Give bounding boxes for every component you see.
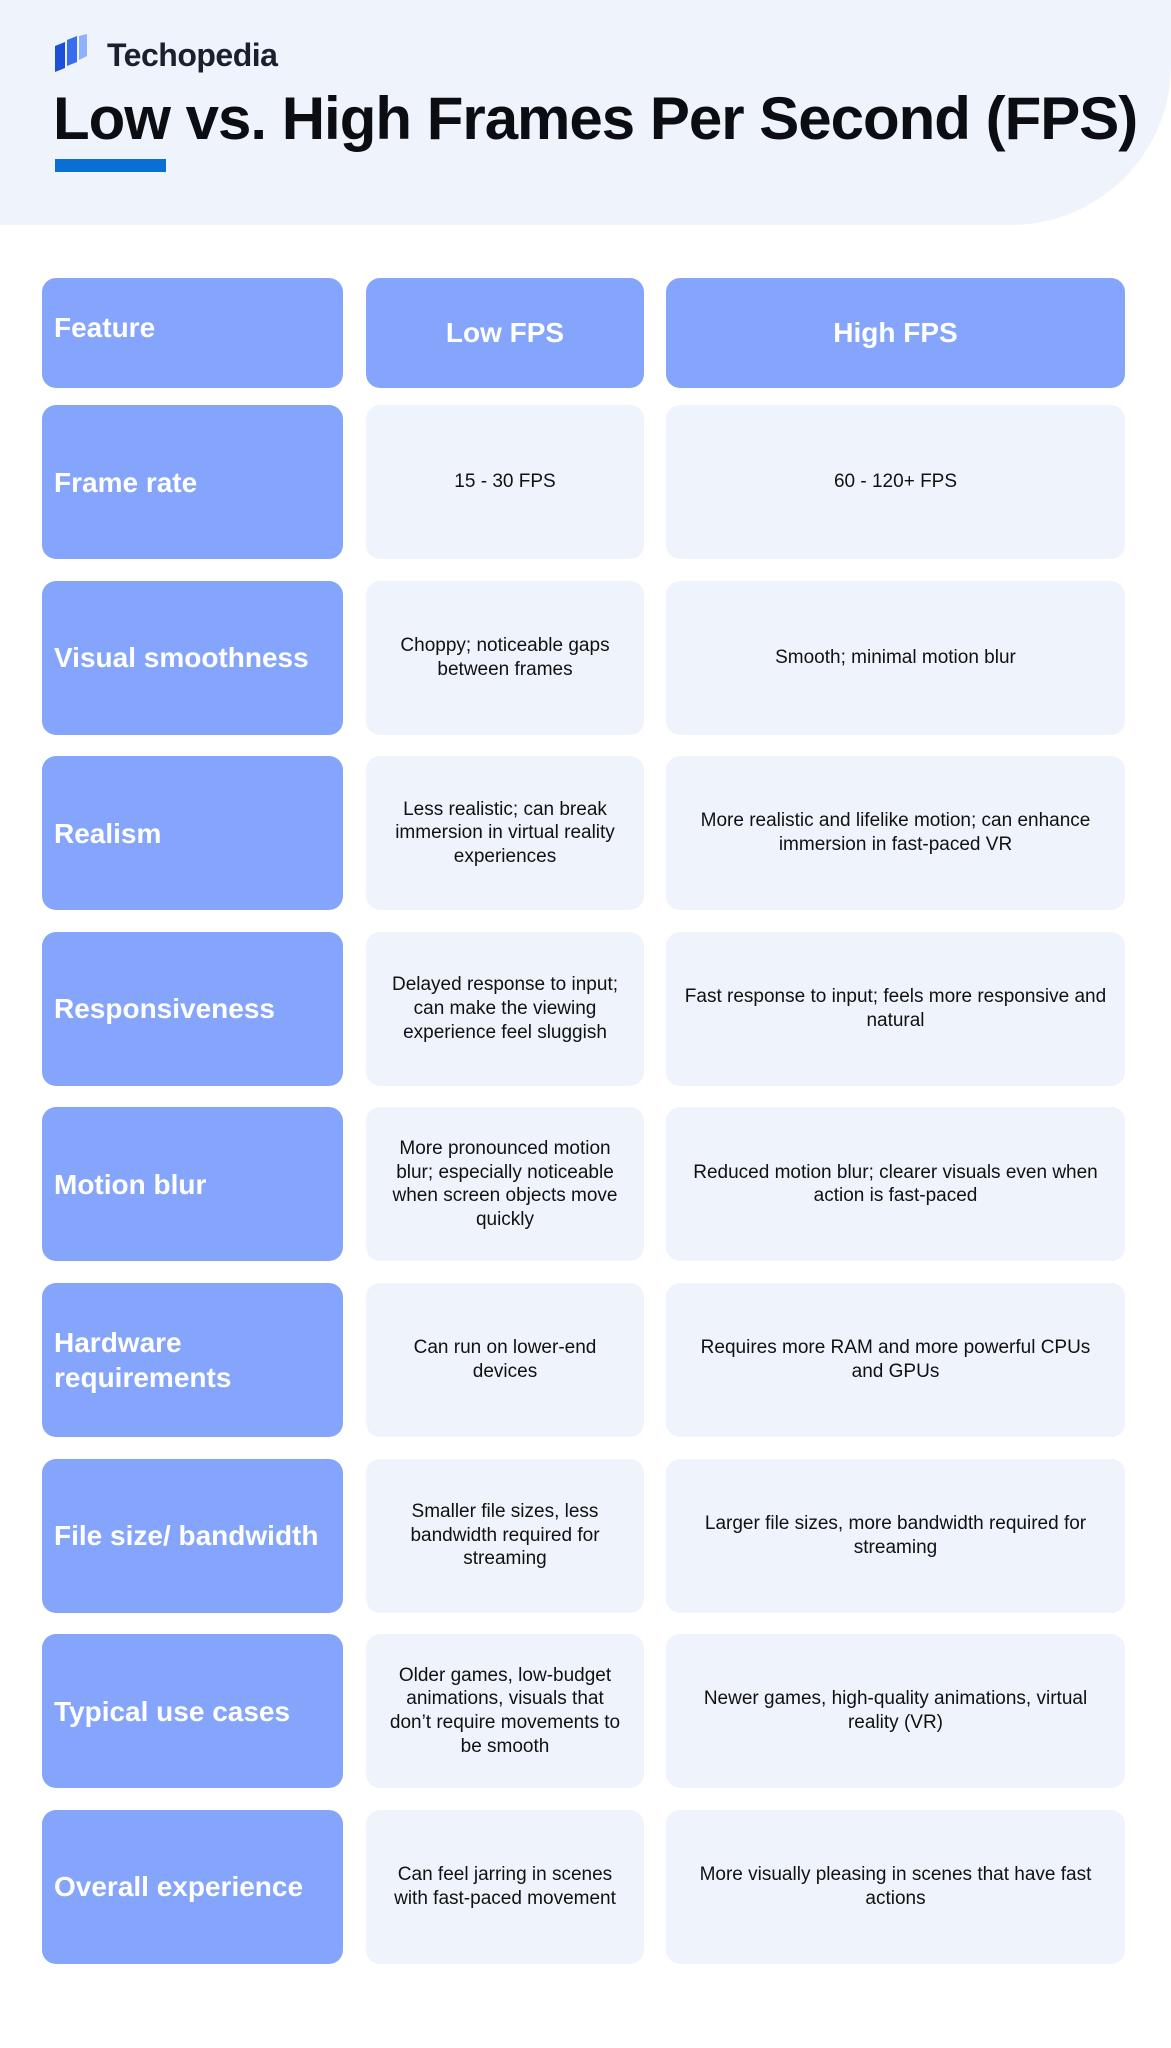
feature-cell: Overall experience [42, 1809, 343, 1964]
high-fps-cell: Smooth; minimal motion blur [666, 580, 1125, 735]
low-fps-cell: Choppy; noticeable gaps between frames [366, 580, 644, 735]
page-title: Low vs. High Frames Per Second (FPS) [53, 85, 1138, 152]
feature-cell: Visual smoothness [42, 580, 343, 735]
low-fps-cell: Smaller file sizes, less bandwidth requi… [366, 1458, 644, 1613]
header-banner [0, 0, 1171, 225]
title-underline [55, 159, 166, 172]
feature-cell: Responsiveness [42, 931, 343, 1086]
high-fps-cell: 60 - 120+ FPS [666, 405, 1125, 559]
feature-cell: Frame rate [42, 405, 343, 559]
low-fps-cell: 15 - 30 FPS [366, 405, 644, 559]
feature-cell: File size/ bandwidth [42, 1458, 343, 1613]
high-fps-cell: Larger file sizes, more bandwidth requir… [666, 1458, 1125, 1613]
low-fps-cell: Can feel jarring in scenes with fast-pac… [366, 1809, 644, 1964]
high-fps-cell: Newer games, high-quality animations, vi… [666, 1634, 1125, 1789]
high-fps-cell: Fast response to input; feels more respo… [666, 931, 1125, 1086]
header-feature: Feature [42, 278, 343, 388]
brand-name: Techopedia [107, 36, 278, 73]
header-high-fps: High FPS [666, 278, 1125, 388]
low-fps-cell: More pronounced motion blur; especially … [366, 1107, 644, 1262]
feature-cell: Typical use cases [42, 1634, 343, 1789]
low-fps-cell: Delayed response to input; can make the … [366, 931, 644, 1086]
high-fps-cell: Reduced motion blur; clearer visuals eve… [666, 1107, 1125, 1262]
feature-cell: Hardware requirements [42, 1283, 343, 1437]
low-fps-cell: Less realistic; can break immersion in v… [366, 756, 644, 911]
header-low-fps: Low FPS [366, 278, 644, 388]
high-fps-cell: More realistic and lifelike motion; can … [666, 756, 1125, 911]
low-fps-cell: Older games, low-budget animations, visu… [366, 1634, 644, 1789]
techopedia-logo-icon [55, 34, 87, 72]
logo: Techopedia [55, 34, 278, 76]
feature-cell: Realism [42, 756, 343, 911]
high-fps-cell: Requires more RAM and more powerful CPUs… [666, 1283, 1125, 1437]
feature-cell: Motion blur [42, 1107, 343, 1262]
high-fps-cell: More visually pleasing in scenes that ha… [666, 1809, 1125, 1964]
low-fps-cell: Can run on lower-end devices [366, 1283, 644, 1437]
